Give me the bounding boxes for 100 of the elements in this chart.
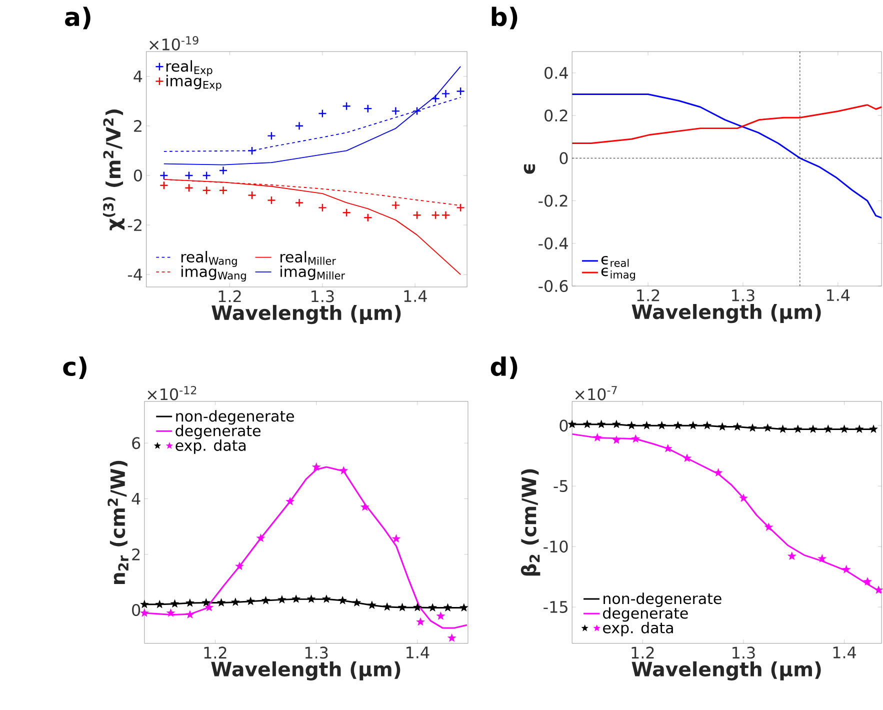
point <box>582 420 592 428</box>
y-tick-label: -0.4 <box>538 237 568 250</box>
legend-label: non-degenerate <box>176 410 294 425</box>
point <box>294 122 304 130</box>
point <box>261 596 270 604</box>
y-tick-label: -15 <box>544 601 568 613</box>
point <box>568 420 577 428</box>
point <box>306 594 316 603</box>
x-tick-label: 1.3 <box>732 289 754 302</box>
y-axis-title: n$_{2r}$ (cm$^{2}$/W) <box>108 460 128 584</box>
text: ×10$^{-7}$ <box>575 386 617 400</box>
point <box>443 603 452 612</box>
point <box>202 598 211 607</box>
point <box>412 602 422 612</box>
point <box>787 552 796 560</box>
point <box>364 213 372 222</box>
legend-label: non-degenerate <box>604 592 722 608</box>
x-axis-title: Wavelength (μm) <box>212 304 401 324</box>
point <box>631 434 640 443</box>
legend-label: ϵ$_{real}$ <box>601 256 629 267</box>
point <box>160 181 168 190</box>
point <box>869 424 878 434</box>
point <box>441 89 450 98</box>
point <box>739 494 748 502</box>
x-tick-label: 1.4 <box>404 290 427 302</box>
point <box>364 104 372 113</box>
text: ×10$^{-19}$ <box>150 36 198 50</box>
legend-label: real$_{Wang}$ <box>181 250 237 267</box>
y-tick-label: 4 <box>134 70 142 82</box>
chart-title: c) <box>63 356 86 380</box>
y-tick-label: 0 <box>134 169 142 182</box>
x-axis-title: Wavelength (μm) <box>632 661 821 681</box>
x-tick-label: 1.2 <box>632 646 654 658</box>
x-tick-label: 1.2 <box>637 289 660 302</box>
point <box>808 424 818 434</box>
point <box>627 420 636 430</box>
point <box>718 422 727 431</box>
point <box>318 109 327 118</box>
point <box>398 602 407 612</box>
point <box>793 424 802 434</box>
point <box>447 633 456 642</box>
point <box>842 564 851 574</box>
legend-label: real$_{Exp}$ <box>166 60 212 76</box>
y-tick-label: -4 <box>128 268 142 280</box>
point <box>318 203 327 212</box>
point <box>412 106 422 116</box>
x-tick-label: 1.2 <box>218 290 241 302</box>
text: ×10$^{-12}$ <box>148 386 196 400</box>
point <box>412 210 422 220</box>
point <box>732 422 742 431</box>
point <box>840 424 849 434</box>
point <box>596 420 606 428</box>
point <box>391 200 400 210</box>
point <box>441 210 450 220</box>
point <box>160 171 168 180</box>
point <box>688 420 698 430</box>
point <box>140 600 149 608</box>
point <box>673 420 682 430</box>
point <box>436 611 446 620</box>
y-tick-label: 0 <box>560 152 568 164</box>
legend-label: degenerate <box>176 424 260 440</box>
point <box>391 106 400 116</box>
point <box>431 94 440 104</box>
legend-label: imag$_{Miller}$ <box>280 266 346 280</box>
y-tick-label: -10 <box>544 540 568 553</box>
y-tick-label: -0.2 <box>538 194 568 207</box>
y-tick-label: 6 <box>132 437 140 450</box>
point <box>682 454 692 462</box>
point <box>352 598 362 607</box>
x-axis-title: Wavelength (μm) <box>211 661 400 681</box>
point <box>184 184 194 192</box>
point <box>592 433 602 442</box>
point <box>367 600 376 610</box>
point <box>248 146 256 156</box>
point <box>216 598 226 607</box>
point <box>202 171 211 180</box>
legend-label: degenerate <box>603 607 688 622</box>
legend-label: imag$_{Exp}$ <box>166 74 222 91</box>
line-series <box>572 433 882 594</box>
x-axis-title: Wavelength (μm) <box>632 304 821 324</box>
point <box>339 466 348 474</box>
point <box>360 502 370 511</box>
point <box>456 203 465 212</box>
point <box>342 102 351 110</box>
point <box>230 598 240 606</box>
point <box>874 585 883 594</box>
point <box>256 534 266 542</box>
y-tick-label: 0 <box>560 420 568 432</box>
point <box>185 598 194 607</box>
point <box>166 608 176 617</box>
y-tick-label: 0.4 <box>544 66 568 79</box>
y-axis-title: β$_{2}$ (cm/W) <box>520 469 540 576</box>
legend-label: ϵ$_{imag}$ <box>601 268 635 281</box>
x-tick-label: 1.3 <box>732 646 755 659</box>
chart-title: a) <box>65 6 90 30</box>
x-tick-label: 1.4 <box>833 646 856 658</box>
chart-title: d) <box>490 356 518 380</box>
x-tick-label: 1.4 <box>406 646 430 658</box>
y-axis-title: ϵ <box>524 164 536 174</box>
point <box>140 608 149 617</box>
